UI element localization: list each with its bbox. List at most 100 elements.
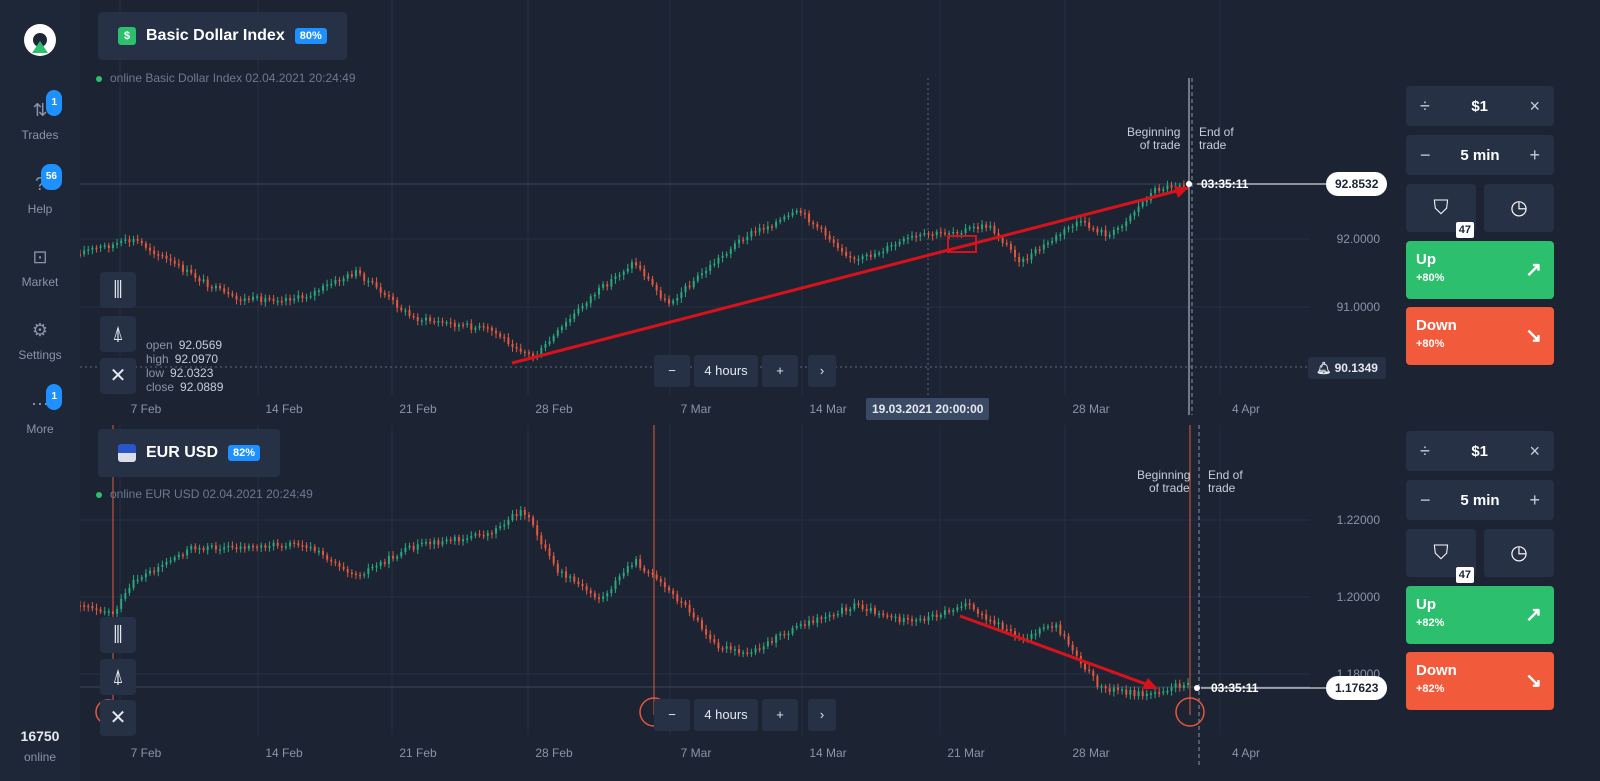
candle: [626, 566, 629, 573]
down-button[interactable]: Down +80% ↘: [1406, 307, 1554, 365]
candle: [869, 607, 872, 612]
candle: [585, 586, 588, 591]
sidebar-item-more[interactable]: ⋯ 1 More: [0, 384, 80, 436]
candle: [433, 321, 436, 323]
current-price-tag: 1.17623: [1326, 676, 1388, 700]
timeframe-plus-button[interactable]: +: [762, 699, 798, 731]
more-badge: 1: [46, 384, 62, 410]
divide-icon[interactable]: ÷: [1420, 95, 1430, 116]
timeframe-plus-button[interactable]: +: [762, 355, 798, 387]
candle: [416, 544, 419, 550]
time-plus-button[interactable]: +: [1529, 144, 1540, 165]
candle: [985, 224, 988, 228]
clock-button[interactable]: ◷: [1484, 184, 1554, 232]
candle: [305, 297, 308, 299]
candle: [227, 545, 230, 548]
candle: [886, 615, 889, 617]
time-plus-button[interactable]: +: [1529, 489, 1540, 510]
shield-button[interactable]: ⛉ 47: [1406, 184, 1476, 238]
timeframe-minus-button[interactable]: −: [654, 355, 690, 387]
candlestick-type-button[interactable]: ⫼: [100, 272, 136, 308]
shield-button[interactable]: ⛉ 47: [1406, 529, 1476, 583]
candle: [1014, 249, 1017, 257]
timeframe-value[interactable]: 4 hours: [694, 355, 758, 387]
timeframe-next-button[interactable]: ›: [808, 355, 836, 387]
candle: [387, 555, 390, 564]
candle: [198, 277, 201, 282]
timeframe-value[interactable]: 4 hours: [694, 699, 758, 731]
asset-selector[interactable]: EUR USD 82%: [98, 429, 281, 477]
amount-value[interactable]: $1: [1471, 442, 1489, 460]
app-logo[interactable]: [24, 24, 56, 56]
close-tools-button[interactable]: ✕: [100, 700, 136, 736]
candlestick-type-button[interactable]: ⫼: [100, 617, 136, 653]
sidebar-item-help[interactable]: ? 56 Help: [0, 164, 80, 216]
close-icon[interactable]: ×: [1529, 95, 1540, 116]
candle: [808, 620, 811, 626]
candle: [210, 286, 213, 289]
close-icon[interactable]: ×: [1529, 440, 1540, 461]
candle: [1112, 687, 1115, 692]
time-value[interactable]: 5 min: [1460, 491, 1500, 509]
candle: [853, 257, 856, 260]
candle: [750, 652, 753, 654]
candle: [519, 348, 522, 352]
candle: [99, 609, 102, 612]
clock-button[interactable]: ◷: [1484, 529, 1554, 577]
asset-selector[interactable]: $ Basic Dollar Index 80%: [98, 12, 347, 60]
candle: [684, 602, 687, 605]
x-tick-label: 7 Feb: [131, 746, 162, 760]
candle: [997, 622, 1000, 625]
candle: [552, 555, 555, 564]
candle: [1030, 253, 1033, 260]
candle: [87, 605, 90, 608]
amount-value[interactable]: $1: [1471, 97, 1489, 115]
timeframe-minus-button[interactable]: −: [654, 699, 690, 731]
candle: [346, 274, 349, 279]
timeframe-next-button[interactable]: ›: [808, 699, 836, 731]
candle: [783, 633, 786, 636]
candle: [886, 246, 889, 252]
candle: [902, 238, 905, 242]
time-minus-button[interactable]: −: [1420, 144, 1431, 165]
candle: [803, 624, 806, 626]
candle: [181, 554, 184, 557]
drawing-tools-button[interactable]: ⍋: [100, 316, 136, 352]
candle: [668, 587, 671, 591]
candle: [993, 620, 996, 625]
sidebar-item-market[interactable]: ⊡ Market: [0, 245, 80, 289]
candle: [544, 544, 547, 549]
sidebar-item-settings[interactable]: ⚙ Settings: [0, 318, 80, 362]
close-tools-button[interactable]: ✕: [100, 358, 136, 394]
beginning-of-trade-label: Beginning of trade: [1127, 125, 1181, 152]
sidebar-item-label: Help: [27, 202, 53, 216]
end-of-trade-label: End of trade: [1208, 468, 1243, 495]
up-button[interactable]: Up +82% ↗: [1406, 586, 1554, 644]
price-alert-tag[interactable]: 🔔︎ 90.1349: [1308, 357, 1386, 379]
candle: [486, 327, 489, 329]
candle: [919, 234, 922, 237]
candle: [338, 563, 341, 567]
candle: [791, 628, 794, 634]
candle: [565, 571, 568, 578]
candle: [342, 566, 345, 570]
down-button[interactable]: Down +82% ↘: [1406, 652, 1554, 710]
candle: [330, 559, 333, 562]
time-value[interactable]: 5 min: [1460, 146, 1500, 164]
candle: [1162, 189, 1165, 191]
candle: [495, 330, 498, 334]
drawing-tools-button[interactable]: ⍋: [100, 659, 136, 695]
sidebar-item-trades[interactable]: ⇅ 1 Trades: [0, 90, 80, 142]
candle: [733, 243, 736, 250]
candle: [511, 514, 514, 520]
x-tick-label: 7 Feb: [131, 402, 162, 416]
candle: [787, 633, 790, 636]
candle: [919, 618, 922, 621]
divide-icon[interactable]: ÷: [1420, 440, 1430, 461]
candle: [1178, 683, 1181, 688]
time-minus-button[interactable]: −: [1420, 489, 1431, 510]
up-button[interactable]: Up +80% ↗: [1406, 241, 1554, 299]
candle: [507, 337, 510, 345]
candle: [614, 580, 617, 590]
